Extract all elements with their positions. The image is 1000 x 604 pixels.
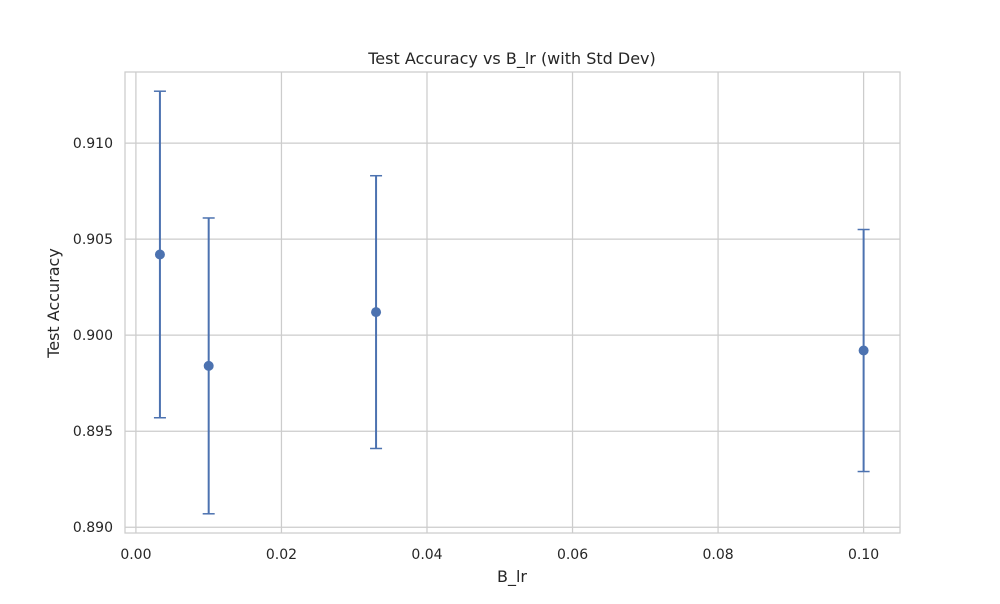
data-point bbox=[371, 307, 382, 318]
y-axis-label: Test Accuracy bbox=[44, 248, 63, 359]
chart-title: Test Accuracy vs B_lr (with Std Dev) bbox=[367, 49, 656, 69]
x-tick-label: 0.08 bbox=[702, 547, 733, 563]
x-axis-label: B_lr bbox=[497, 567, 527, 587]
y-tick-label: 0.900 bbox=[73, 328, 113, 344]
data-point bbox=[154, 249, 165, 260]
y-tick-label: 0.905 bbox=[73, 232, 113, 248]
data-point-group bbox=[202, 217, 215, 515]
data-point-group bbox=[153, 90, 166, 419]
data-point-group bbox=[857, 228, 870, 473]
x-tick-label: 0.04 bbox=[411, 547, 442, 563]
data-series bbox=[153, 90, 870, 515]
data-point-group bbox=[370, 174, 383, 450]
y-tick-label: 0.890 bbox=[73, 520, 113, 536]
data-point bbox=[203, 360, 214, 371]
x-tick-label: 0.06 bbox=[557, 547, 588, 563]
x-tick-label: 0.10 bbox=[848, 547, 879, 563]
y-tick-label: 0.910 bbox=[73, 136, 113, 152]
tick-labels: 0.00 0.02 0.04 0.06 0.08 0.10 0.890 0.895 0.900 0… bbox=[73, 136, 879, 563]
data-point bbox=[858, 345, 869, 356]
x-tick-label: 0.02 bbox=[266, 547, 297, 563]
y-tick-label: 0.895 bbox=[73, 424, 113, 440]
x-tick-label: 0.00 bbox=[120, 547, 151, 563]
plot-area-frame bbox=[124, 71, 901, 534]
grid-lines bbox=[125, 72, 900, 533]
